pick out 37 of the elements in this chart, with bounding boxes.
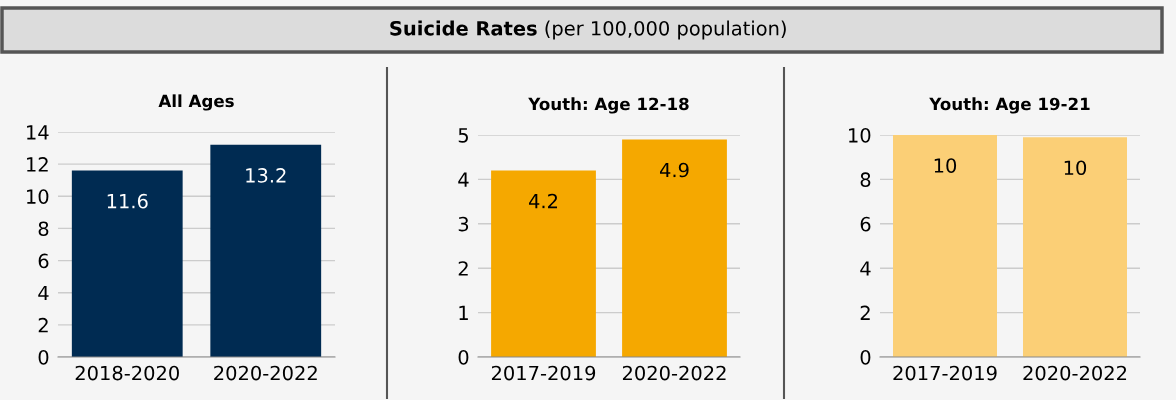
text: (per 100,000 population) <box>545 20 786 40</box>
chart-title: Youth: Age 19-21 <box>929 97 1090 114</box>
x-tick-label: 2020-2022 <box>214 365 317 381</box>
y-tick-label: 10 <box>27 189 49 204</box>
y-tick-label: 6 <box>38 253 49 269</box>
data-label: 13.2 <box>246 168 286 183</box>
y-tick-label: 0 <box>38 349 49 365</box>
text: Suicide Rates <box>390 20 537 36</box>
x-tick-label: 2018-2020 <box>75 365 179 381</box>
y-tick-label: 2 <box>860 305 870 320</box>
y-tick-label: 3 <box>458 216 469 232</box>
y-tick-label: 8 <box>860 172 871 188</box>
y-tick-label: 4 <box>860 261 871 276</box>
x-tick-label: 2017-2019 <box>893 365 997 381</box>
x-tick-label: 2017-2019 <box>491 365 596 381</box>
data-label: 11.6 <box>107 193 148 209</box>
y-tick-label: 6 <box>860 216 871 232</box>
data-label: 4.2 <box>528 193 558 209</box>
chart-title: Youth: Age 12-18 <box>528 97 689 114</box>
y-tick-label: 1 <box>459 305 468 320</box>
y-tick-label: 2 <box>38 317 48 333</box>
y-tick-label: 4 <box>38 285 49 301</box>
data-label: 4.9 <box>659 162 689 178</box>
y-tick-label: 0 <box>458 349 469 365</box>
y-tick-label: 2 <box>458 261 468 276</box>
y-tick-label: 4 <box>458 172 469 187</box>
y-tick-label: 0 <box>860 349 871 365</box>
x-tick-label: 2020-2022 <box>622 365 726 381</box>
data-label: 10 <box>934 158 957 173</box>
y-tick-label: 10 <box>849 127 871 143</box>
y-tick-label: 12 <box>27 157 48 172</box>
x-tick-label: 2020-2022 <box>1023 365 1127 381</box>
y-tick-label: 14 <box>27 125 49 140</box>
y-tick-label: 5 <box>458 128 468 143</box>
chart-title: All Ages <box>158 94 234 111</box>
y-tick-label: 8 <box>38 221 49 237</box>
data-label: 10 <box>1064 160 1087 176</box>
